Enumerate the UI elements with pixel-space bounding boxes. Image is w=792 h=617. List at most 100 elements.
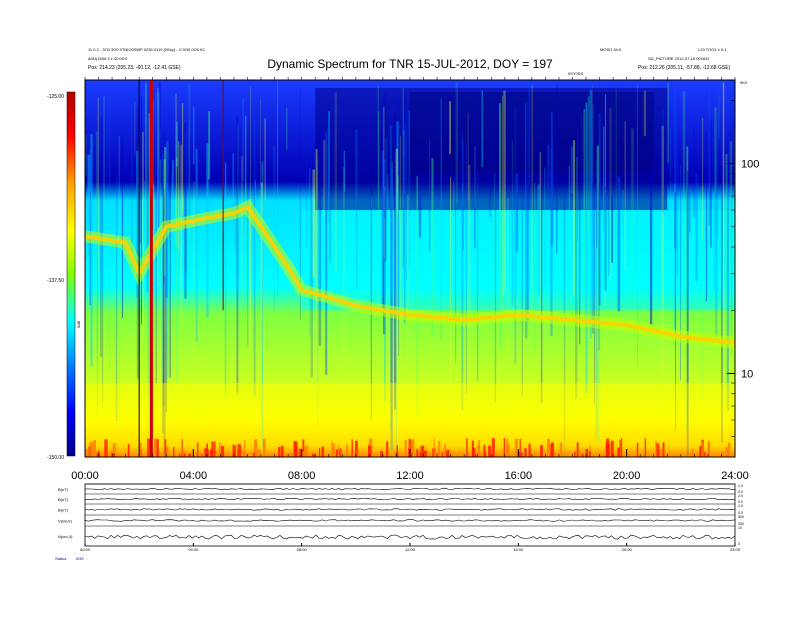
cyan-band <box>301 210 735 311</box>
x-tick-label: 08:00 <box>288 470 316 482</box>
striation <box>585 102 588 394</box>
striation <box>521 100 523 397</box>
red-burst <box>446 449 450 457</box>
striation <box>208 111 211 180</box>
red-burst <box>302 451 305 457</box>
lower-x-tick-label: 24:00 <box>730 547 741 552</box>
red-burst <box>420 445 425 457</box>
striation <box>273 145 276 313</box>
red-burst <box>213 441 216 457</box>
striation <box>490 128 492 197</box>
striation <box>455 150 457 363</box>
striation <box>224 162 227 394</box>
striation <box>515 173 519 252</box>
striation <box>637 83 638 368</box>
red-burst <box>296 445 298 457</box>
striation <box>408 110 411 270</box>
panel-right-tick: 0.0 <box>738 511 743 515</box>
striation <box>682 90 686 325</box>
panel-label: B(nT) <box>58 497 69 502</box>
red-burst <box>411 452 413 457</box>
striation <box>342 167 346 391</box>
red-burst <box>197 442 199 457</box>
striation <box>85 135 87 176</box>
red-burst <box>312 453 316 457</box>
striation <box>96 115 98 415</box>
panel-right-tick: 2.0 <box>738 484 743 488</box>
red-burst <box>579 449 581 457</box>
striation <box>232 153 235 225</box>
red-burst <box>112 443 117 457</box>
striation <box>476 171 479 381</box>
red-burst <box>727 442 731 457</box>
striation <box>725 153 728 389</box>
header-left: 11 0.2 - 3O0 3O0 0TNIO0SWP 0230 0110 [0S… <box>88 47 205 71</box>
striation <box>180 144 183 328</box>
striation <box>702 117 704 240</box>
striation <box>188 84 191 264</box>
striation <box>237 124 239 232</box>
red-burst <box>655 441 657 457</box>
red-burst <box>585 448 589 457</box>
striation <box>524 102 528 339</box>
striation <box>136 108 140 379</box>
striation <box>587 96 590 236</box>
striation <box>147 197 150 457</box>
red-burst <box>252 452 255 457</box>
red-burst <box>173 446 175 457</box>
red-burst <box>211 441 214 457</box>
striation <box>381 150 384 313</box>
striation <box>370 144 373 421</box>
striation <box>155 172 157 385</box>
striation <box>662 109 664 214</box>
chart-title: Dynamic Spectrum for TNR 15-JUL-2012, DO… <box>267 57 553 71</box>
striation <box>537 186 539 239</box>
striation <box>550 148 553 336</box>
lower-x-tick-label: 08:00 <box>297 547 308 552</box>
striation <box>631 128 634 299</box>
red-burst <box>280 445 284 457</box>
red-burst <box>546 438 550 457</box>
striation <box>329 121 331 264</box>
striation <box>170 174 172 457</box>
red-burst <box>218 442 221 457</box>
panel-label: N(cm-3) <box>58 534 73 539</box>
striation <box>143 180 145 229</box>
striation <box>468 164 471 421</box>
colorbar-tick-mid: -137.50 <box>47 278 64 284</box>
red-burst <box>233 445 236 457</box>
red-burst <box>503 438 506 457</box>
red-burst <box>725 447 729 457</box>
red-burst <box>395 452 399 457</box>
corner-label: 0K0 <box>740 80 748 85</box>
red-burst <box>85 448 89 457</box>
red-burst <box>553 453 557 457</box>
striation <box>195 148 198 343</box>
striation <box>114 194 116 360</box>
red-burst <box>524 448 527 457</box>
red-burst <box>466 438 468 457</box>
red-burst <box>205 449 209 457</box>
striation <box>494 115 497 403</box>
red-burst <box>117 453 120 457</box>
striation <box>261 161 264 448</box>
striation <box>121 139 124 319</box>
red-burst <box>477 445 480 457</box>
striation <box>591 83 593 182</box>
striation <box>670 128 671 227</box>
red-burst <box>181 439 183 457</box>
striation <box>705 132 708 302</box>
striation <box>418 195 422 238</box>
striation <box>556 83 558 253</box>
red-burst <box>659 449 663 457</box>
striation <box>661 125 664 412</box>
striation <box>184 122 187 299</box>
red-burst <box>244 440 246 457</box>
striation <box>161 195 164 353</box>
striation <box>576 156 578 301</box>
striation <box>382 186 386 335</box>
red-burst <box>188 453 192 457</box>
red-burst <box>506 444 510 457</box>
striation <box>404 123 406 324</box>
red-burst <box>355 440 358 457</box>
